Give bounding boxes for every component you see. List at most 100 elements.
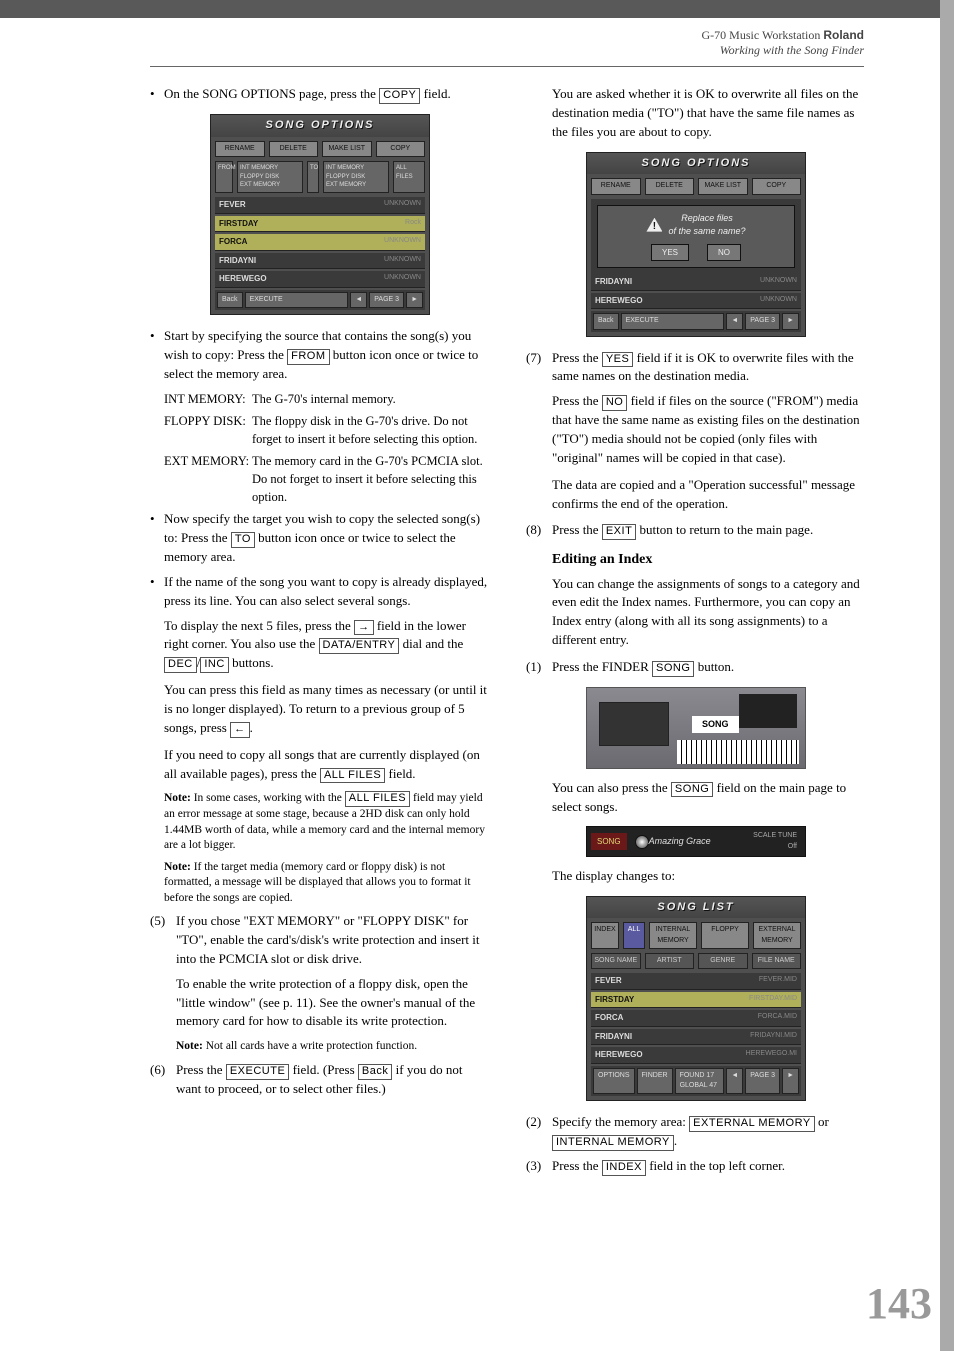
keyboard-keys [677, 740, 799, 764]
ss-row: FRIDAYNIFRIDAYNI.MID [591, 1029, 801, 1046]
text: Press the [552, 393, 602, 408]
ss-row: FIRSTDAYFIRSTDAY.MID [591, 992, 801, 1009]
device-right-display [739, 694, 797, 728]
ss-tab: FLOPPY [701, 922, 749, 948]
row-meta: HEREWEGO.MI [746, 1049, 797, 1061]
ss-row: HEREWEGOHEREWEGO.MI [591, 1047, 801, 1064]
ss-tabs: INDEX ALL INTERNAL MEMORY FLOPPY EXTERNA… [591, 922, 801, 948]
screenshot-body: INDEX ALL INTERNAL MEMORY FLOPPY EXTERNA… [587, 918, 805, 1100]
warning-icon [646, 218, 662, 232]
all-files-field: ALL FILES [345, 791, 410, 807]
ss-next: ► [782, 313, 799, 329]
data-entry-field: DATA/ENTRY [319, 638, 400, 654]
song-field: SONG [652, 661, 694, 677]
step-number: (2) [526, 1113, 552, 1151]
dialog-line2: of the same name? [668, 226, 745, 236]
ss-tab: MAKE LIST [698, 178, 748, 194]
text: field. [420, 86, 450, 101]
from-label: FROM [215, 161, 233, 193]
text: Press the FINDER [552, 659, 652, 674]
dec-field: DEC [164, 657, 197, 673]
back-field: Back [358, 1064, 392, 1080]
ss-tabs: RENAME DELETE MAKE LIST COPY [591, 178, 801, 194]
step-number: (1) [526, 658, 552, 677]
to-options: INT MEMORYFLOPPY DISKEXT MEMORY [323, 161, 389, 193]
text: Press the [552, 1158, 602, 1173]
bullet-item: • If the name of the song you want to co… [150, 573, 490, 611]
row-name: FRIDAYNI [595, 1031, 750, 1043]
dialog-line1: Replace files [681, 213, 733, 223]
step-text: Press the EXECUTE field. (Press Back if … [176, 1061, 490, 1099]
all-files-box: ALL FILES [393, 161, 425, 193]
ss-tab: DELETE [645, 178, 695, 194]
bullet-icon: • [150, 510, 164, 567]
replace-dialog-screenshot: SONG OPTIONS RENAME DELETE MAKE LIST COP… [586, 152, 806, 337]
ss-footer: OPTIONS FINDER FOUND 17 GLOBAL 47 ◄ PAGE… [591, 1066, 801, 1096]
row-name: HEREWEGO [595, 1049, 746, 1061]
step-number: (5) [150, 912, 176, 969]
arrow-left-field: ← [230, 722, 250, 738]
product-name: G-70 Music Workstation [702, 28, 821, 42]
bullet-item: • Start by specifying the source that co… [150, 327, 490, 384]
bullet-text: On the SONG OPTIONS page, press the COPY… [164, 85, 490, 104]
ss-tab: MAKE LIST [322, 141, 372, 157]
header-rule [150, 66, 864, 67]
dialog-buttons: YES NO [602, 244, 790, 262]
row-meta: UNKNOWN [760, 295, 797, 307]
bullet-text: Now specify the target you wish to copy … [164, 510, 490, 567]
step-text: Press the FINDER SONG button. [552, 658, 866, 677]
note: Note: If the target media (memory card o… [164, 860, 490, 907]
paragraph: You can press this field as many times a… [164, 681, 490, 738]
ss-row: FRIDAYNIUNKNOWN [215, 253, 425, 270]
content-columns: • On the SONG OPTIONS page, press the CO… [0, 85, 954, 1182]
bullet-item: • On the SONG OPTIONS page, press the CO… [150, 85, 490, 104]
def-text: The floppy disk in the G-70's drive. Do … [252, 412, 490, 448]
text: To display the next 5 files, press the [164, 618, 354, 633]
definition: FLOPPY DISK: The floppy disk in the G-70… [164, 412, 490, 448]
ss-prev: ◄ [726, 1068, 743, 1094]
ss-sort: SONG NAME [591, 953, 641, 969]
ss-found: FOUND 17 GLOBAL 47 [675, 1068, 725, 1094]
row-meta: FRIDAYNI.MID [750, 1031, 797, 1043]
text: If the target media (memory card or flop… [164, 861, 471, 904]
definition: INT MEMORY: The G-70's internal memory. [164, 390, 490, 408]
ss-tab: RENAME [591, 178, 641, 194]
ss-back: Back [593, 313, 619, 329]
no-field: NO [602, 395, 628, 411]
ss-next: ► [406, 292, 423, 308]
ext-memory-field: EXTERNAL MEMORY [689, 1116, 815, 1132]
note-label: Note: [164, 861, 191, 873]
ss-execute: EXECUTE [621, 313, 725, 329]
bullet-item: • Now specify the target you wish to cop… [150, 510, 490, 567]
ss-footer: Back EXECUTE ◄ PAGE 3 ► [591, 311, 801, 331]
text: buttons. [229, 655, 274, 670]
text: button to return to the main page. [636, 522, 813, 537]
brand-name: Roland [823, 28, 864, 42]
ss-tab: INDEX [591, 922, 619, 948]
ss-prev: ◄ [350, 292, 367, 308]
screenshot-title: SONG OPTIONS [211, 115, 429, 137]
step-text: Press the EXIT button to return to the m… [552, 521, 866, 540]
text: Press the [552, 522, 602, 537]
row-name: FORCA [595, 1012, 758, 1024]
step-number: (7) [526, 349, 552, 387]
bullet-text: Start by specifying the source that cont… [164, 327, 490, 384]
def-term: INT MEMORY: [164, 390, 252, 408]
page-number: 143 [866, 1278, 932, 1329]
copy-field: COPY [379, 88, 420, 104]
song-bar-screenshot: SONG Amazing Grace SCALE TUNE Off [586, 826, 806, 856]
row-name: FIRSTDAY [219, 218, 405, 230]
def-text: The memory card in the G-70's PCMCIA slo… [252, 452, 490, 506]
song-tag: SONG [591, 833, 627, 851]
ss-footer: Back EXECUTE ◄ PAGE 3 ► [215, 290, 425, 310]
bullet-icon: • [150, 85, 164, 104]
from-field: FROM [287, 349, 329, 365]
text: field. (Press [289, 1062, 358, 1077]
ss-page: PAGE 3 [369, 292, 404, 308]
definition: EXT MEMORY: The memory card in the G-70'… [164, 452, 490, 506]
ss-fromto: FROM INT MEMORYFLOPPY DISKEXT MEMORY TO … [215, 161, 425, 193]
row-name: FIRSTDAY [595, 994, 749, 1006]
row-name: HEREWEGO [219, 273, 384, 285]
text: Press the [176, 1062, 226, 1077]
screenshot-title: SONG OPTIONS [587, 153, 805, 175]
